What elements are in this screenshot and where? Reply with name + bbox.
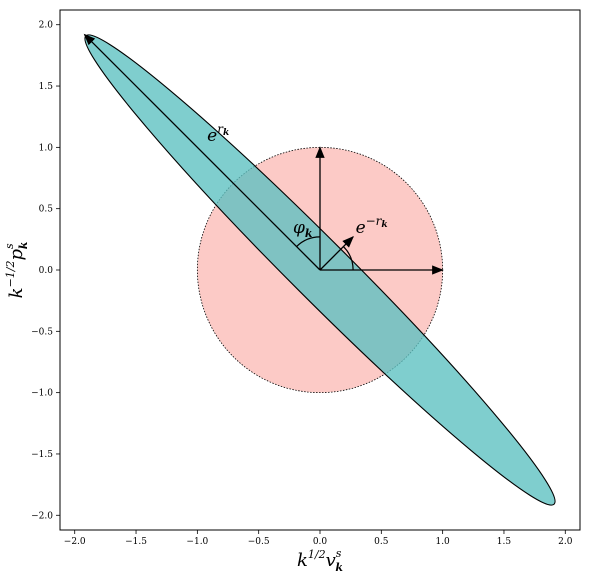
x-axis-label: k1/2vs k [297, 547, 343, 574]
annotation-2: e−rk [356, 214, 388, 238]
y-tick-label-3: −0.5 [31, 327, 53, 337]
x-tick-label-1: −1.5 [125, 537, 147, 547]
x-tick-label-8: 2.0 [558, 537, 573, 547]
plot-area: erk φk e−rk −2.0 −1.5 −1.0 −0.5 0.0 0.5 1.0 1.5 2.0… [3, 9, 581, 574]
y-tick-label-2: −1.0 [31, 389, 53, 399]
arrow-3 [319, 236, 354, 271]
x-tick-label-7: 1.5 [497, 537, 512, 547]
x-tick-label-4: 0.0 [313, 537, 328, 547]
annotation-1: φk [293, 218, 313, 240]
angle-arc-0 [342, 246, 354, 271]
y-tick-label-1: −1.5 [31, 450, 53, 460]
annotation-0: erk [207, 122, 229, 146]
y-tick-label-8: 2.0 [39, 21, 54, 31]
x-tick-label-0: −2.0 [64, 537, 86, 547]
plot-content [83, 33, 556, 506]
y-tick-label-4: 0.0 [39, 266, 54, 276]
arrow-2 [83, 33, 321, 271]
y-tick-label-7: 1.5 [39, 82, 54, 92]
y-tick-label-5: 0.5 [39, 205, 54, 215]
y-tick-label-0: −2.0 [31, 511, 53, 521]
angle-arc-1 [296, 236, 321, 248]
x-tick-label-2: −1.0 [186, 537, 208, 547]
y-tick-label-6: 1.0 [39, 143, 54, 153]
x-tick-label-6: 1.0 [435, 537, 450, 547]
x-tick-label-3: −0.5 [248, 537, 270, 547]
x-tick-label-5: 0.5 [374, 537, 389, 547]
y-axis-label: k−1/2psk [3, 241, 30, 298]
